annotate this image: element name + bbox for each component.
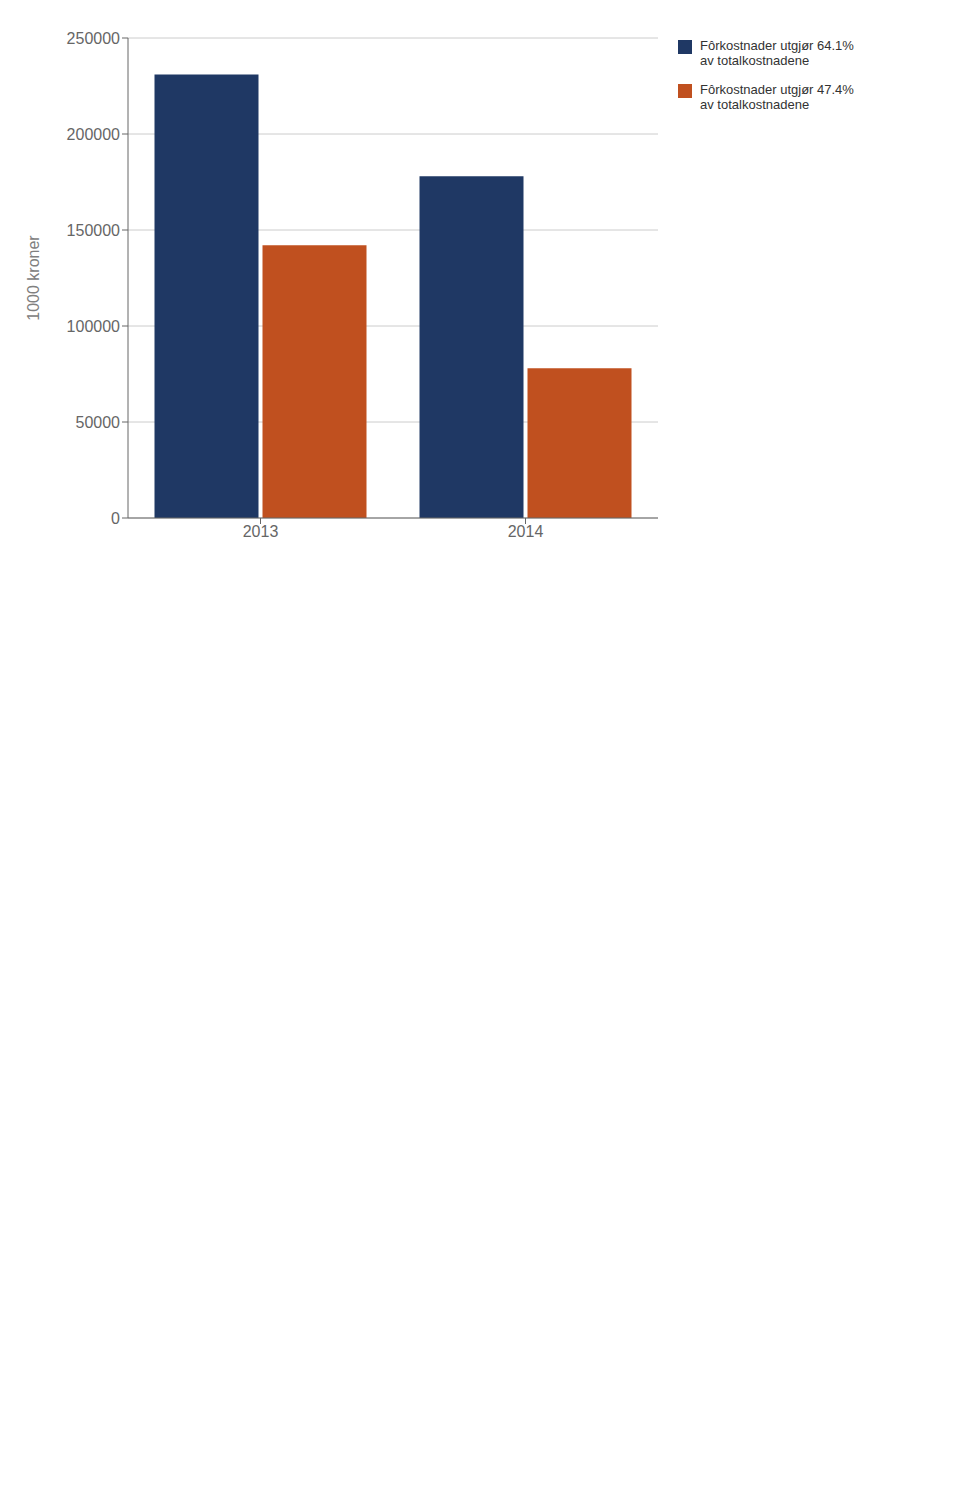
html-text:Fôrkostnader utgjør 64.1%: Fôrkostnader utgjør 64.1% <box>700 38 854 53</box>
svg-text:150000: 150000 <box>67 222 120 239</box>
html-text:av totalkostnadene: av totalkostnadene <box>700 53 810 68</box>
html-text:Fôrkostnader utgjør 47.4%: Fôrkostnader utgjør 47.4% <box>700 82 854 97</box>
svg-text:100000: 100000 <box>67 318 120 335</box>
svg-text:0: 0 <box>111 510 120 527</box>
svg-text:50000: 50000 <box>76 414 121 431</box>
svg-text:2013: 2013 <box>243 523 279 540</box>
svg-text:2014: 2014 <box>508 523 544 540</box>
html-text:av totalkostnadene: av totalkostnadene <box>700 97 810 112</box>
svg-text:250000: 250000 <box>67 30 120 47</box>
svg-text:200000: 200000 <box>67 126 120 143</box>
svg-text:1000 kroner: 1000 kroner <box>25 235 42 321</box>
